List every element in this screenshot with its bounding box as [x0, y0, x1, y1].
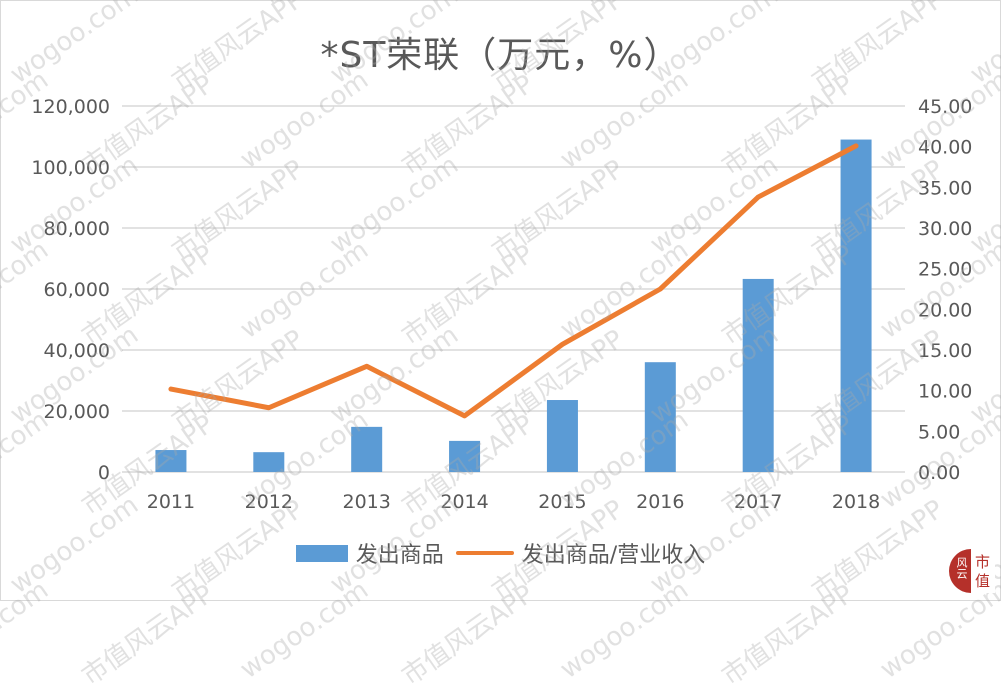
left-axis-tick: 80,000	[44, 218, 110, 240]
right-axis-tick: 0.00	[918, 462, 960, 484]
x-axis-tick: 2018	[832, 491, 880, 513]
bar	[644, 362, 676, 472]
bar-swatch-icon	[295, 544, 348, 562]
logo-mask	[971, 549, 995, 593]
line-swatch-icon	[455, 551, 514, 555]
logo-char-1: 市	[975, 553, 991, 571]
x-axis-tick: 2015	[538, 491, 586, 513]
bar	[449, 440, 481, 472]
left-axis-tick: 0	[98, 462, 110, 484]
left-axis-tick: 40,000	[44, 340, 110, 362]
left-axis-tick: 100,000	[31, 157, 110, 179]
right-axis-tick: 15.00	[918, 340, 972, 362]
bar	[351, 426, 383, 472]
right-axis-tick: 20.00	[918, 299, 972, 321]
right-axis-tick: 10.00	[918, 381, 972, 403]
bar	[253, 452, 285, 472]
legend-item-line: 发出商品/营业收入	[455, 537, 706, 569]
combo-chart: 0 20,000 40,000 60,000 80,000 100,000 120,000 0…	[31, 96, 972, 513]
right-axis-tick: 5.00	[918, 421, 960, 443]
chart-title: *ST荣联（万元，%）	[320, 35, 681, 76]
x-axis-tick: 2014	[440, 491, 488, 513]
legend-line-label: 发出商品/营业收入	[521, 543, 706, 568]
right-axis-tick: 35.00	[918, 177, 972, 199]
ratio-line	[168, 143, 859, 419]
legend: 发出商品 发出商品/营业收入	[0, 537, 1001, 569]
x-axis-tick: 2013	[343, 491, 391, 513]
brand-logo: 风云 市 值	[945, 545, 997, 597]
right-axis-tick: 45.00	[918, 96, 972, 118]
bar	[742, 278, 774, 472]
left-axis-tick: 20,000	[44, 401, 110, 423]
bar	[155, 450, 187, 472]
x-axis-tick: 2017	[734, 491, 782, 513]
right-axis-tick: 40.00	[918, 137, 972, 159]
x-axis-tick: 2016	[636, 491, 684, 513]
chart-frame	[0, 0, 1001, 601]
left-axis-tick: 120,000	[31, 96, 110, 118]
legend-bar-label: 发出商品	[355, 543, 444, 568]
legend-item-bar: 发出商品	[295, 537, 444, 569]
x-axis-tick: 2012	[245, 491, 293, 513]
bar	[546, 400, 578, 472]
x-axis-tick: 2011	[147, 491, 195, 513]
right-axis-tick: 30.00	[918, 218, 972, 240]
bar	[840, 139, 872, 473]
right-axis-tick: 25.00	[918, 259, 972, 281]
logo-brush-text: 风云	[955, 557, 968, 579]
logo-char-2: 值	[975, 572, 991, 590]
left-axis-tick: 60,000	[44, 279, 110, 301]
